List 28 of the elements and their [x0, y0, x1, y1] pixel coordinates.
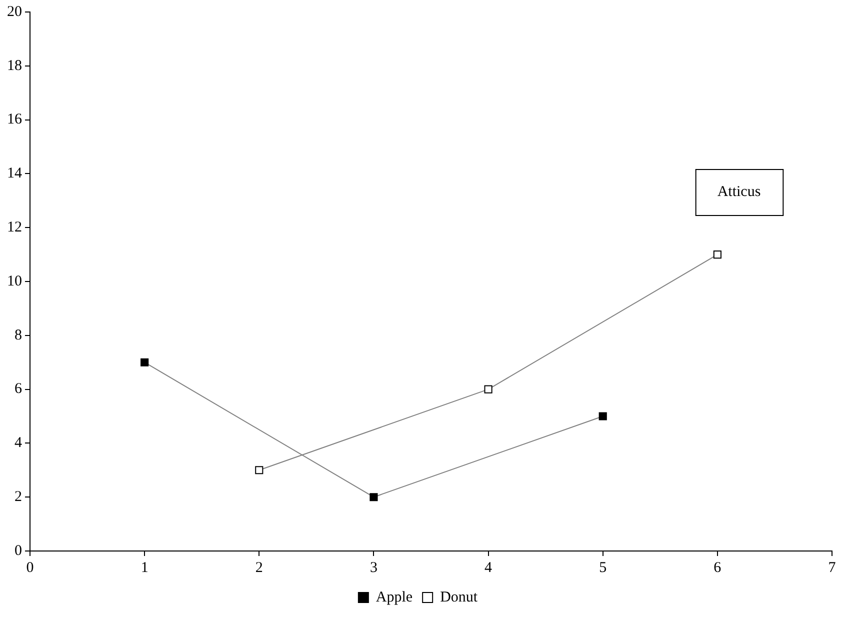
point — [255, 466, 264, 474]
y-tick-label: 16 — [7, 112, 22, 128]
point — [598, 412, 607, 420]
y-tick-label: 20 — [7, 4, 22, 20]
legend-label: Apple — [376, 589, 413, 606]
legend-label: Donut — [440, 589, 478, 606]
y-tick-label: 0 — [14, 542, 22, 559]
y-tick-label: 2 — [14, 489, 22, 506]
y-tick-label: 10 — [7, 273, 22, 290]
x-tick-label: 4 — [484, 560, 493, 576]
point — [140, 358, 149, 366]
point — [713, 250, 722, 259]
x-tick-label: 1 — [140, 560, 148, 576]
x-tick-label: 6 — [714, 560, 722, 576]
y-tick-label: 6 — [14, 381, 22, 398]
x-tick-label: 5 — [599, 560, 607, 576]
x-tick-label: 2 — [255, 560, 263, 576]
x-tick-label: 7 — [828, 560, 836, 576]
y-tick-label: 12 — [7, 220, 22, 236]
y-tick-label: 8 — [14, 327, 22, 344]
x-tick-label: 0 — [26, 560, 34, 576]
point — [370, 493, 378, 502]
annotation: Atticus — [717, 184, 761, 200]
y-tick-label: 18 — [7, 58, 22, 74]
y-tick-label: 4 — [14, 435, 22, 452]
y-tick-label: 14 — [7, 166, 22, 182]
x-tick-label: 3 — [370, 560, 378, 576]
point — [484, 385, 492, 394]
